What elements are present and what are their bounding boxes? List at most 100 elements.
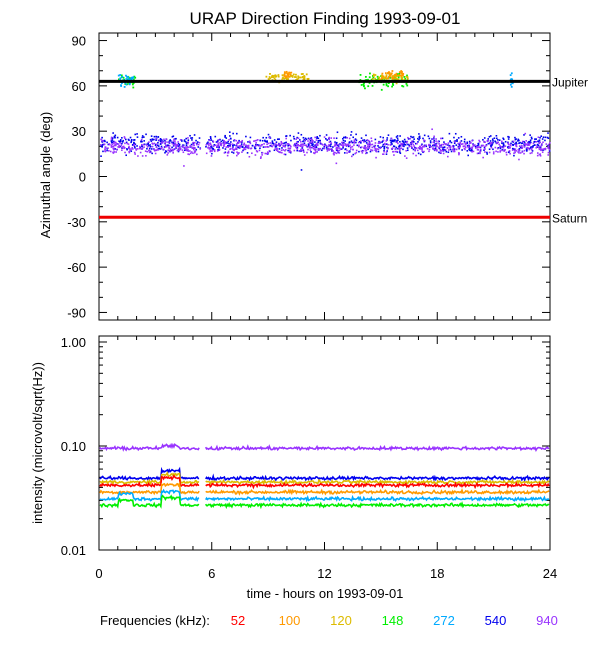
azimuth-point [299, 145, 302, 148]
azimuth-point [487, 142, 490, 145]
azimuth-point [298, 144, 301, 147]
azimuth-point [412, 143, 415, 146]
azimuth-point [171, 142, 174, 145]
azimuth-point [329, 148, 332, 150]
azimuth-point [233, 138, 236, 141]
azimuth-point [103, 139, 106, 142]
azimuth-point [196, 141, 199, 143]
azimuth-point [159, 140, 162, 143]
azimuth-point [396, 140, 398, 142]
intensity-line [99, 488, 200, 503]
azimuth-point [461, 149, 463, 151]
azimuth-point [377, 145, 379, 147]
azimuth-point [213, 149, 216, 151]
azimuth-point [531, 146, 533, 148]
azimuth-point [205, 144, 208, 146]
azimuth-point [217, 143, 220, 145]
azimuth-point [476, 145, 478, 148]
azimuth-point [146, 146, 149, 148]
azimuth-point [374, 74, 377, 76]
azimuth-point [372, 76, 375, 79]
azimuth-point [233, 144, 236, 146]
azimuth-point [128, 83, 131, 86]
azimuth-point [210, 137, 212, 140]
azimuth-point [392, 84, 395, 86]
azimuth-point [392, 77, 394, 80]
azimuth-point [342, 142, 345, 145]
azimuth-point [547, 147, 549, 149]
azimuth-point [381, 141, 383, 143]
azimuth-point [421, 147, 423, 149]
azimuth-point [458, 145, 460, 148]
azimuth-point [102, 140, 104, 142]
azimuth-point [226, 154, 229, 157]
azimuth-point [367, 85, 370, 88]
azimuth-point [179, 145, 181, 148]
azimuth-point [440, 137, 442, 140]
azimuth-point [348, 145, 350, 148]
azimuth-point [311, 140, 314, 142]
azimuth-point [455, 144, 458, 146]
azimuth-point [108, 149, 110, 152]
azimuth-point [354, 138, 357, 140]
azimuth-point [243, 147, 246, 149]
azimuth-point [347, 143, 349, 146]
azimuth-point [157, 147, 160, 150]
legend-frequency-52: 52 [231, 613, 245, 628]
azimuth-point [271, 145, 274, 148]
azimuth-point [151, 139, 154, 141]
azimuth-point [380, 77, 383, 80]
azimuth-point [122, 76, 125, 79]
azimuth-point [196, 143, 198, 146]
azimuth-point [158, 147, 161, 150]
azimuth-point [294, 142, 296, 145]
azimuth-point [291, 76, 294, 78]
azimuth-point [387, 143, 389, 146]
azimuth-point [396, 137, 399, 140]
azimuth-point [429, 141, 432, 144]
azimuth-point [432, 148, 435, 150]
azimuth-point [428, 143, 430, 146]
azimuth-point [488, 151, 491, 154]
azimuth-point [159, 139, 162, 141]
azimuth-point [228, 139, 230, 141]
azimuth-point [104, 148, 106, 150]
azimuth-point [499, 145, 501, 147]
azimuth-point [471, 146, 474, 149]
azimuth-point [363, 81, 365, 84]
azimuth-point [127, 143, 130, 145]
azimuth-point [267, 133, 270, 136]
azimuth-point [285, 78, 288, 81]
azimuth-point [342, 144, 345, 147]
azimuth-point [469, 149, 471, 152]
azimuth-point [176, 144, 179, 146]
azimuth-point [149, 144, 151, 146]
azimuth-point [374, 138, 377, 141]
azimuth-point [366, 145, 369, 148]
azimuth-point [292, 135, 295, 138]
azimuth-point [443, 146, 446, 149]
azimuth-point [508, 147, 511, 149]
azimuth-point [453, 148, 456, 150]
azimuth-point [440, 152, 442, 154]
x-axis-label: time - hours on 1993-09-01 [247, 586, 404, 601]
azimuth-point [280, 143, 282, 146]
azimuth-point [220, 142, 222, 145]
azimuth-point [311, 146, 314, 149]
azimuth-point [153, 148, 155, 151]
azimuth-point [366, 147, 368, 149]
azimuth-point [272, 142, 275, 145]
azimuth-point [324, 144, 326, 147]
azimuth-point [429, 140, 432, 142]
azimuth-point [472, 144, 475, 146]
azimuth-point [350, 140, 353, 143]
azimuth-point [296, 141, 299, 144]
azimuth-point [130, 77, 133, 80]
azimuth-point [286, 143, 289, 145]
azimuth-point [273, 149, 276, 152]
azimuth-point [447, 155, 449, 158]
azimuth-point [318, 149, 321, 151]
azimuth-point [483, 149, 485, 151]
azimuth-point [224, 141, 227, 143]
azimuth-point [398, 71, 401, 74]
